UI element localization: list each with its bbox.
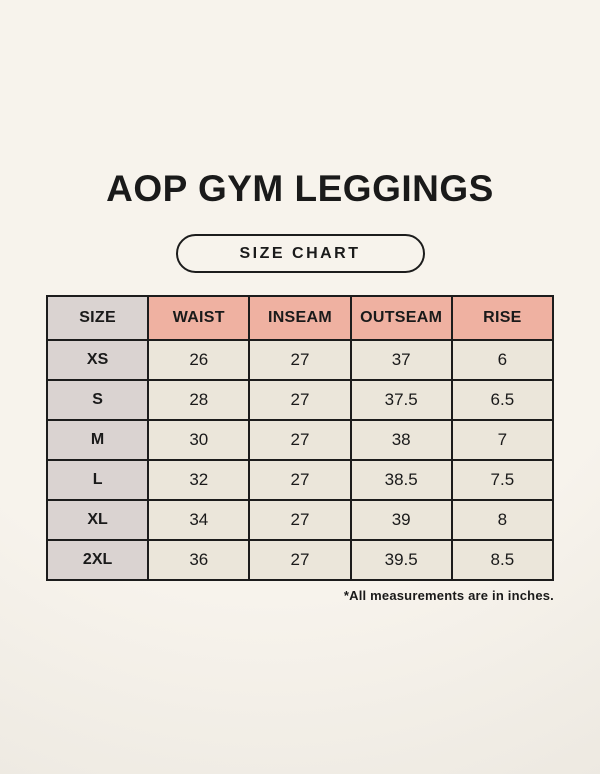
size-chart-badge: SIZE CHART xyxy=(175,233,425,273)
size-label: M xyxy=(45,418,150,461)
size-label: 2XL xyxy=(45,538,150,581)
measurement-cell: 27 xyxy=(248,538,352,581)
measurement-cell: 37.5 xyxy=(349,378,453,421)
measurement-cell: 38 xyxy=(349,418,453,461)
measurement-cell: 36 xyxy=(147,538,251,581)
measurement-cell: 27 xyxy=(248,498,352,541)
table-row: S 28 27 37.5 6.5 xyxy=(45,378,555,421)
measurement-cell: 27 xyxy=(248,338,352,381)
measurement-cell: 38.5 xyxy=(349,458,453,501)
measurement-cell: 27 xyxy=(248,418,352,461)
measurement-cell: 32 xyxy=(147,458,251,501)
measurement-cell: 34 xyxy=(147,498,251,541)
column-header-rise: RISE xyxy=(450,294,555,341)
measurement-cell: 7 xyxy=(450,418,555,461)
measurement-cell: 8 xyxy=(450,498,555,541)
table-wrap: SIZE WAIST INSEAM OUTSEAM RISE XS 26 27 37 6 S 28 2… xyxy=(45,294,555,581)
column-header-inseam: INSEAM xyxy=(248,294,352,341)
size-label: L xyxy=(45,458,150,501)
footnote: *All measurements are in inches. xyxy=(343,587,554,603)
measurement-cell: 8.5 xyxy=(450,538,555,581)
table-row: M 30 27 38 7 xyxy=(45,418,555,461)
size-table-head: SIZE WAIST INSEAM OUTSEAM RISE xyxy=(45,294,555,341)
measurement-cell: 7.5 xyxy=(450,458,555,501)
size-label: XL xyxy=(45,498,150,541)
size-label: S xyxy=(45,378,150,421)
measurement-cell: 39 xyxy=(349,498,453,541)
measurement-cell: 26 xyxy=(147,338,251,381)
measurement-cell: 30 xyxy=(147,418,251,461)
column-header-outseam: OUTSEAM xyxy=(349,294,453,341)
table-row: 2XL 36 27 39.5 8.5 xyxy=(45,538,555,581)
table-row: XL 34 27 39 8 xyxy=(45,498,555,541)
measurement-cell: 37 xyxy=(349,338,453,381)
measurement-cell: 6.5 xyxy=(450,378,555,421)
badge-wrap: SIZE CHART xyxy=(0,233,600,273)
table-row: XS 26 27 37 6 xyxy=(45,338,555,381)
measurement-cell: 28 xyxy=(147,378,251,421)
page-title: AOP GYM LEGGINGS xyxy=(106,168,494,209)
table-row: L 32 27 38.5 7.5 xyxy=(45,458,555,501)
measurement-cell: 27 xyxy=(248,378,352,421)
measurement-cell: 27 xyxy=(248,458,352,501)
size-label: XS xyxy=(45,338,150,381)
size-table-body: XS 26 27 37 6 S 28 27 37.5 6.5 M 30 27 38 7 L 32 27 38.5 7.… xyxy=(45,338,555,581)
size-table-head-row: SIZE WAIST INSEAM OUTSEAM RISE xyxy=(45,294,555,341)
measurement-cell: 39.5 xyxy=(349,538,453,581)
column-header-waist: WAIST xyxy=(147,294,251,341)
measurement-cell: 6 xyxy=(450,338,555,381)
size-chart-table: SIZE WAIST INSEAM OUTSEAM RISE XS 26 27 37 6 S 28 2… xyxy=(45,294,555,581)
column-header-size: SIZE xyxy=(45,294,150,341)
